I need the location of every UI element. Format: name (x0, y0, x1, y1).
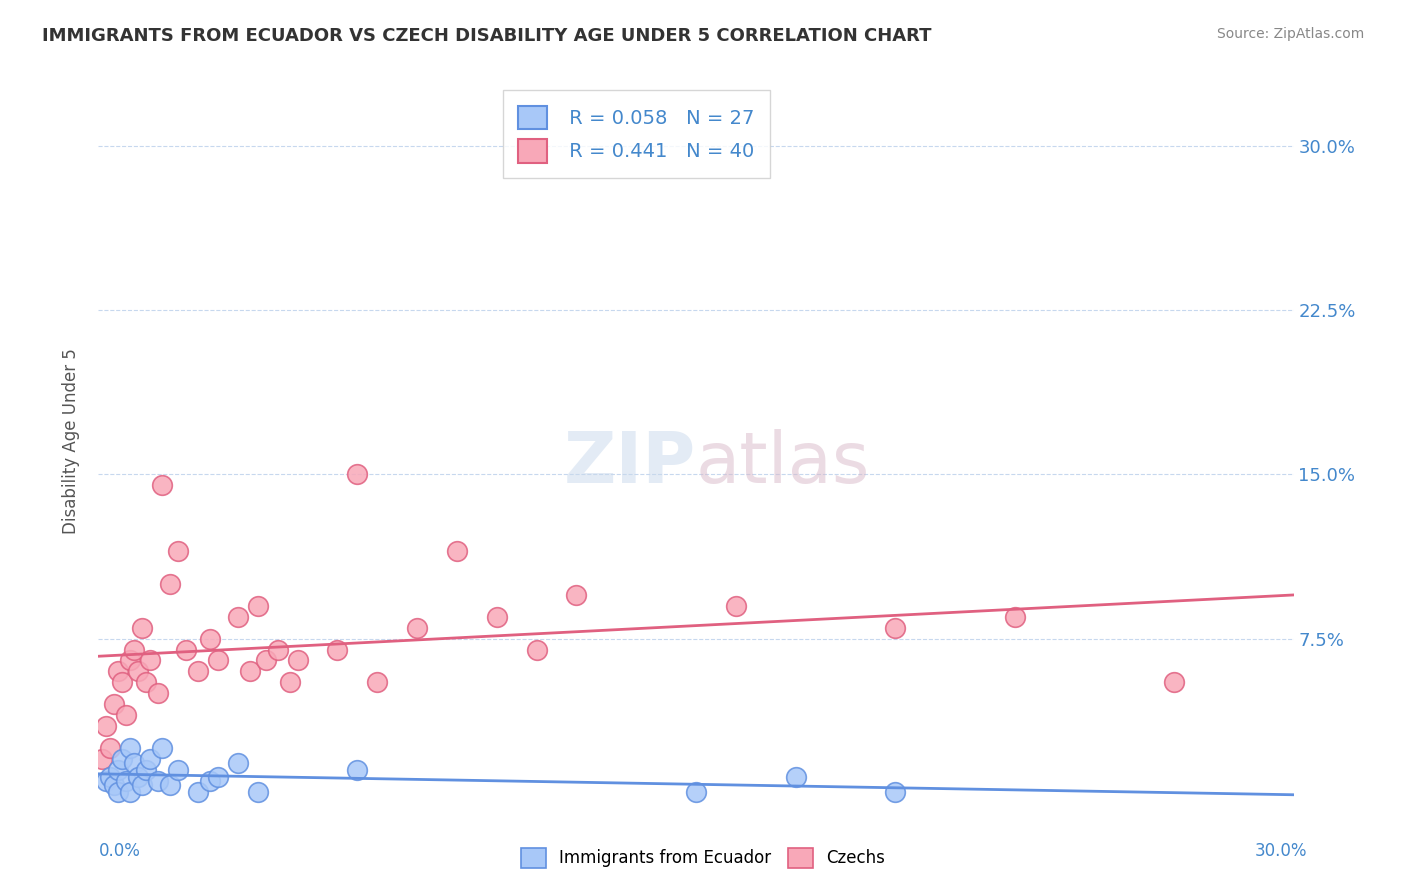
Text: 0.0%: 0.0% (98, 842, 141, 860)
Text: 30.0%: 30.0% (1256, 842, 1308, 860)
Point (115, 708, 138, 723)
Legend: Immigrants from Ecuador, Czechs: Immigrants from Ecuador, Czechs (515, 841, 891, 875)
Point (159, 577, 181, 591)
Point (326, 642, 349, 657)
Point (127, 770, 149, 784)
Point (115, 773, 138, 788)
Point (96, 773, 118, 788)
Point (366, 675, 388, 690)
Point (159, 778, 181, 792)
Point (98, 770, 122, 784)
Point (127, 665, 149, 679)
Point (346, 763, 368, 777)
Point (346, 467, 368, 482)
Point (107, 665, 129, 679)
Point (135, 763, 157, 777)
Point (685, 785, 707, 799)
Text: atlas: atlas (696, 429, 870, 498)
Point (96, 719, 118, 733)
Point (150, 741, 173, 756)
Point (167, 544, 190, 558)
Point (485, 609, 508, 624)
Point (98, 741, 122, 756)
Point (148, 773, 170, 788)
Point (884, 785, 907, 799)
Point (406, 621, 429, 635)
Point (278, 675, 301, 690)
Point (124, 642, 146, 657)
Point (207, 653, 229, 667)
Point (1163, 675, 1185, 690)
Point (139, 653, 162, 667)
Point (135, 675, 157, 690)
Point (131, 778, 153, 792)
Point (526, 642, 548, 657)
Point (174, 642, 197, 657)
Point (239, 665, 262, 679)
Point (1004, 609, 1026, 624)
Point (91, 752, 114, 766)
Text: IMMIGRANTS FROM ECUADOR VS CZECH DISABILITY AGE UNDER 5 CORRELATION CHART: IMMIGRANTS FROM ECUADOR VS CZECH DISABIL… (42, 27, 932, 45)
Y-axis label: Disability Age Under 5: Disability Age Under 5 (62, 349, 80, 534)
Point (724, 599, 747, 613)
Point (139, 752, 162, 766)
Point (187, 665, 209, 679)
Point (131, 621, 153, 635)
Point (785, 770, 807, 784)
Point (884, 621, 907, 635)
Text: Source: ZipAtlas.com: Source: ZipAtlas.com (1216, 27, 1364, 41)
Point (150, 478, 173, 492)
Text: ZIP: ZIP (564, 429, 696, 498)
Point (103, 698, 125, 712)
Point (246, 599, 269, 613)
Point (226, 756, 249, 771)
Point (124, 756, 146, 771)
Point (254, 653, 277, 667)
Point (267, 642, 290, 657)
Point (198, 773, 221, 788)
Point (565, 588, 588, 602)
Point (187, 785, 209, 799)
Point (107, 763, 129, 777)
Point (148, 686, 170, 700)
Point (120, 653, 142, 667)
Point (207, 770, 229, 784)
Point (167, 763, 190, 777)
Point (107, 785, 129, 799)
Point (120, 785, 142, 799)
Point (198, 632, 221, 646)
Point (246, 785, 269, 799)
Point (226, 609, 249, 624)
Point (287, 653, 309, 667)
Point (103, 778, 125, 792)
Legend:  R = 0.058   N = 27,  R = 0.441   N = 40: R = 0.058 N = 27, R = 0.441 N = 40 (502, 90, 770, 178)
Point (120, 741, 142, 756)
Point (111, 675, 134, 690)
Point (111, 752, 134, 766)
Point (446, 544, 468, 558)
